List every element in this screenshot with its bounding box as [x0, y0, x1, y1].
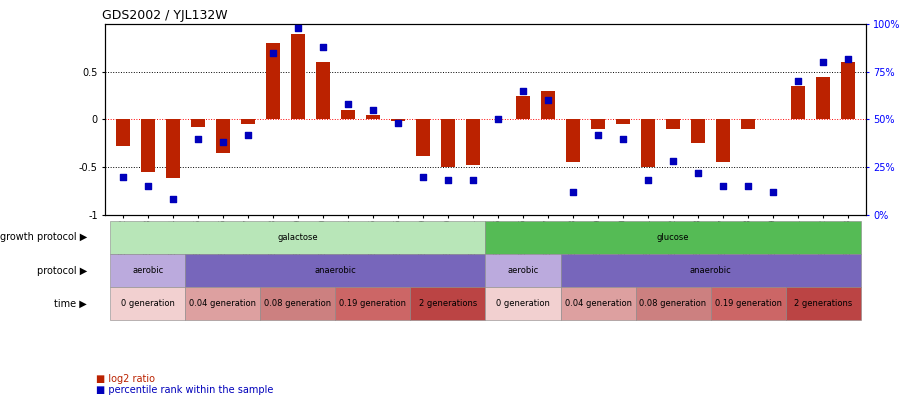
Point	[441, 177, 455, 183]
Bar	[416, 119, 430, 156]
Bar	[666, 119, 680, 129]
Point	[140, 183, 155, 190]
Point	[491, 116, 506, 123]
Bar	[616, 119, 630, 124]
Point	[290, 25, 305, 31]
Bar	[566, 119, 580, 162]
Text: 0.08 generation: 0.08 generation	[639, 299, 706, 308]
Point	[766, 189, 780, 195]
Bar	[841, 62, 855, 119]
Bar	[266, 43, 279, 119]
Text: ■ log2 ratio: ■ log2 ratio	[96, 374, 155, 384]
Text: 2 generations: 2 generations	[419, 299, 477, 308]
Bar	[116, 119, 130, 146]
Bar	[216, 119, 230, 153]
Point	[816, 59, 831, 66]
Point	[266, 50, 280, 56]
Bar	[166, 119, 180, 179]
Bar	[291, 34, 305, 119]
Text: protocol ▶: protocol ▶	[37, 266, 87, 275]
Text: 0.19 generation: 0.19 generation	[340, 299, 407, 308]
Point	[616, 135, 630, 142]
Point	[841, 55, 856, 62]
Bar	[741, 119, 755, 129]
Bar	[141, 119, 155, 172]
Text: 0.04 generation: 0.04 generation	[190, 299, 256, 308]
Point	[215, 139, 230, 145]
Point	[390, 120, 405, 126]
Point	[591, 132, 605, 138]
Point	[516, 88, 530, 94]
Text: ■ percentile rank within the sample: ■ percentile rank within the sample	[96, 385, 274, 395]
Bar	[791, 86, 805, 119]
Text: anaerobic: anaerobic	[690, 266, 732, 275]
Bar	[591, 119, 605, 129]
Text: anaerobic: anaerobic	[314, 266, 356, 275]
Point	[341, 101, 355, 107]
Point	[691, 170, 705, 176]
Bar	[341, 110, 354, 119]
Bar	[816, 77, 830, 119]
Point	[715, 183, 730, 190]
Text: 0 generation: 0 generation	[496, 299, 550, 308]
Bar	[191, 119, 205, 127]
Bar	[692, 119, 705, 143]
Point	[115, 173, 130, 180]
Bar	[391, 119, 405, 122]
Bar	[366, 115, 380, 119]
Text: time ▶: time ▶	[54, 299, 87, 309]
Bar	[541, 91, 555, 119]
Bar	[241, 119, 255, 124]
Point	[640, 177, 655, 183]
Point	[191, 135, 205, 142]
Point	[540, 97, 555, 104]
Text: growth protocol ▶: growth protocol ▶	[0, 232, 87, 242]
Text: glucose: glucose	[657, 233, 690, 242]
Text: GDS2002 / YJL132W: GDS2002 / YJL132W	[102, 9, 227, 22]
Text: 0.04 generation: 0.04 generation	[564, 299, 631, 308]
Text: galactose: galactose	[278, 233, 318, 242]
Point	[166, 196, 180, 202]
Text: 0.19 generation: 0.19 generation	[714, 299, 781, 308]
Point	[791, 78, 805, 85]
Point	[316, 44, 331, 50]
Bar	[316, 62, 330, 119]
Point	[365, 107, 380, 113]
Bar	[516, 96, 529, 119]
Point	[416, 173, 431, 180]
Point	[241, 132, 256, 138]
Text: 2 generations: 2 generations	[794, 299, 852, 308]
Text: 0.08 generation: 0.08 generation	[265, 299, 332, 308]
Bar	[442, 119, 455, 167]
Point	[465, 177, 480, 183]
Bar	[641, 119, 655, 167]
Text: aerobic: aerobic	[132, 266, 163, 275]
Point	[666, 158, 681, 164]
Text: 0 generation: 0 generation	[121, 299, 175, 308]
Text: aerobic: aerobic	[507, 266, 539, 275]
Bar	[716, 119, 730, 162]
Point	[741, 183, 756, 190]
Point	[566, 189, 581, 195]
Bar	[466, 119, 480, 165]
